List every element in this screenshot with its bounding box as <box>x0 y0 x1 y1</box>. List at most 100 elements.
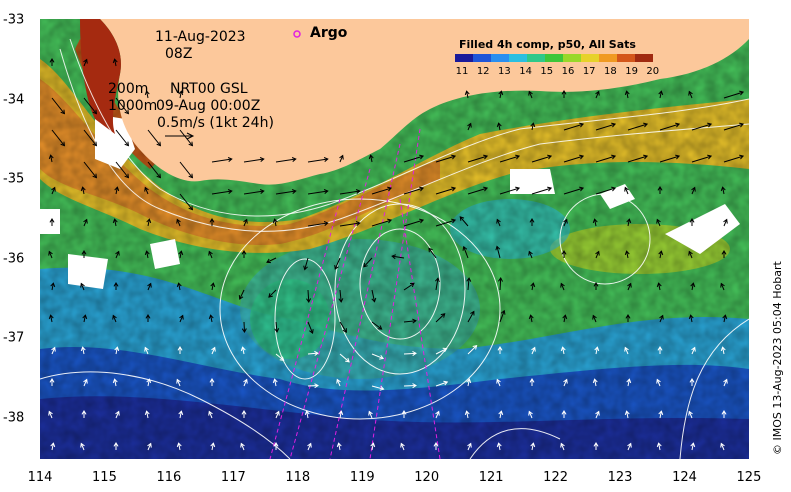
current-vector-head <box>419 186 425 192</box>
current-vector-head <box>720 442 725 448</box>
current-vector <box>627 379 630 387</box>
current-vector <box>274 219 277 227</box>
current-vector-head <box>529 218 535 223</box>
current-vector-head <box>147 442 152 448</box>
current-vector-head <box>387 218 393 224</box>
current-vector-head <box>177 346 183 351</box>
current-vector-head <box>466 378 472 384</box>
current-vector-head <box>306 298 312 303</box>
current-vector <box>243 219 248 227</box>
current-vector <box>371 187 392 195</box>
current-vector <box>83 97 97 114</box>
current-vector-head <box>240 442 245 448</box>
current-vector <box>467 379 470 387</box>
current-vector <box>690 315 693 323</box>
current-vector-head <box>336 442 342 448</box>
current-vector <box>176 379 181 387</box>
current-vector-head <box>470 310 475 316</box>
lon-tick-label: 122 <box>543 470 569 485</box>
current-vector-head <box>92 173 98 179</box>
current-vector <box>560 283 565 291</box>
current-vector-head <box>241 410 247 415</box>
current-vector-head <box>483 154 489 160</box>
current-vector-head <box>624 186 629 192</box>
current-vector <box>528 251 533 259</box>
current-vector <box>82 347 85 355</box>
current-vector-head <box>466 277 472 282</box>
current-vector <box>146 251 149 259</box>
current-vector <box>659 123 680 131</box>
current-vector <box>48 411 53 419</box>
current-vector-head <box>594 346 600 352</box>
current-vector <box>211 283 214 291</box>
current-vector <box>659 91 662 99</box>
current-vector <box>147 129 161 146</box>
credit-text: © IMOS 13-Aug-2023 05:04 Hobart <box>771 261 784 455</box>
current-vector <box>467 345 477 355</box>
current-vector-head <box>334 264 339 270</box>
current-vector <box>720 443 725 451</box>
current-vector-head <box>500 309 506 315</box>
current-vector <box>435 219 456 227</box>
current-vector <box>627 219 630 227</box>
current-vector <box>530 315 533 323</box>
colorbar-tick-label: 11 <box>455 66 469 77</box>
current-vector <box>528 91 533 99</box>
current-vector-head <box>156 173 162 179</box>
colorbar-swatch <box>473 54 491 62</box>
current-vector <box>51 347 56 355</box>
current-vector-head <box>83 218 88 224</box>
colorbar-swatch <box>599 54 617 62</box>
current-vector <box>114 219 117 227</box>
current-vector <box>435 381 448 387</box>
current-vector-head <box>240 346 246 352</box>
current-vector <box>178 443 181 451</box>
current-vector <box>403 155 424 163</box>
current-vector <box>339 411 342 419</box>
current-vector <box>304 257 309 270</box>
current-vector <box>627 155 648 163</box>
current-vector <box>80 443 85 451</box>
map-date: 11-Aug-2023 <box>155 29 246 45</box>
current-vector <box>371 219 392 227</box>
current-vector <box>51 129 65 146</box>
current-vector <box>275 321 278 332</box>
current-vector-head <box>720 186 726 192</box>
current-vector-head <box>227 157 233 162</box>
current-vector-head <box>211 346 216 352</box>
current-vector-head <box>401 410 407 415</box>
current-vector-head <box>561 410 567 415</box>
current-vector <box>691 123 712 131</box>
current-vector <box>211 190 232 195</box>
current-vector <box>499 277 502 291</box>
lon-tick-label: 117 <box>220 470 246 485</box>
current-vector-head <box>51 346 56 352</box>
current-vector <box>658 283 661 291</box>
lon-tick-label: 125 <box>736 470 762 485</box>
current-vector-head <box>144 90 150 96</box>
current-vector-head <box>547 154 553 160</box>
current-vector-head <box>363 262 368 268</box>
current-vector <box>115 251 120 259</box>
current-vector <box>595 91 600 99</box>
current-vector <box>499 310 505 323</box>
current-vector-head <box>433 442 439 447</box>
current-vector-head <box>50 442 56 448</box>
lat-tick-label: -36 <box>3 251 25 267</box>
current-vector-head <box>227 189 233 194</box>
current-vector-head <box>124 109 130 115</box>
current-vector <box>371 443 374 451</box>
current-vector <box>463 246 469 259</box>
current-vector <box>624 187 629 195</box>
current-vector-head <box>626 218 632 224</box>
current-vector <box>723 315 726 323</box>
current-vector-head <box>739 122 745 128</box>
current-vector <box>114 59 117 67</box>
product-time: 09-Aug 00:00Z <box>156 98 261 114</box>
product-label: NRT00 GSL <box>170 81 248 97</box>
current-vector <box>435 278 439 291</box>
current-vector <box>339 289 342 302</box>
current-vector-head <box>528 410 533 416</box>
current-vector <box>496 246 501 259</box>
current-vector-head <box>209 218 215 223</box>
